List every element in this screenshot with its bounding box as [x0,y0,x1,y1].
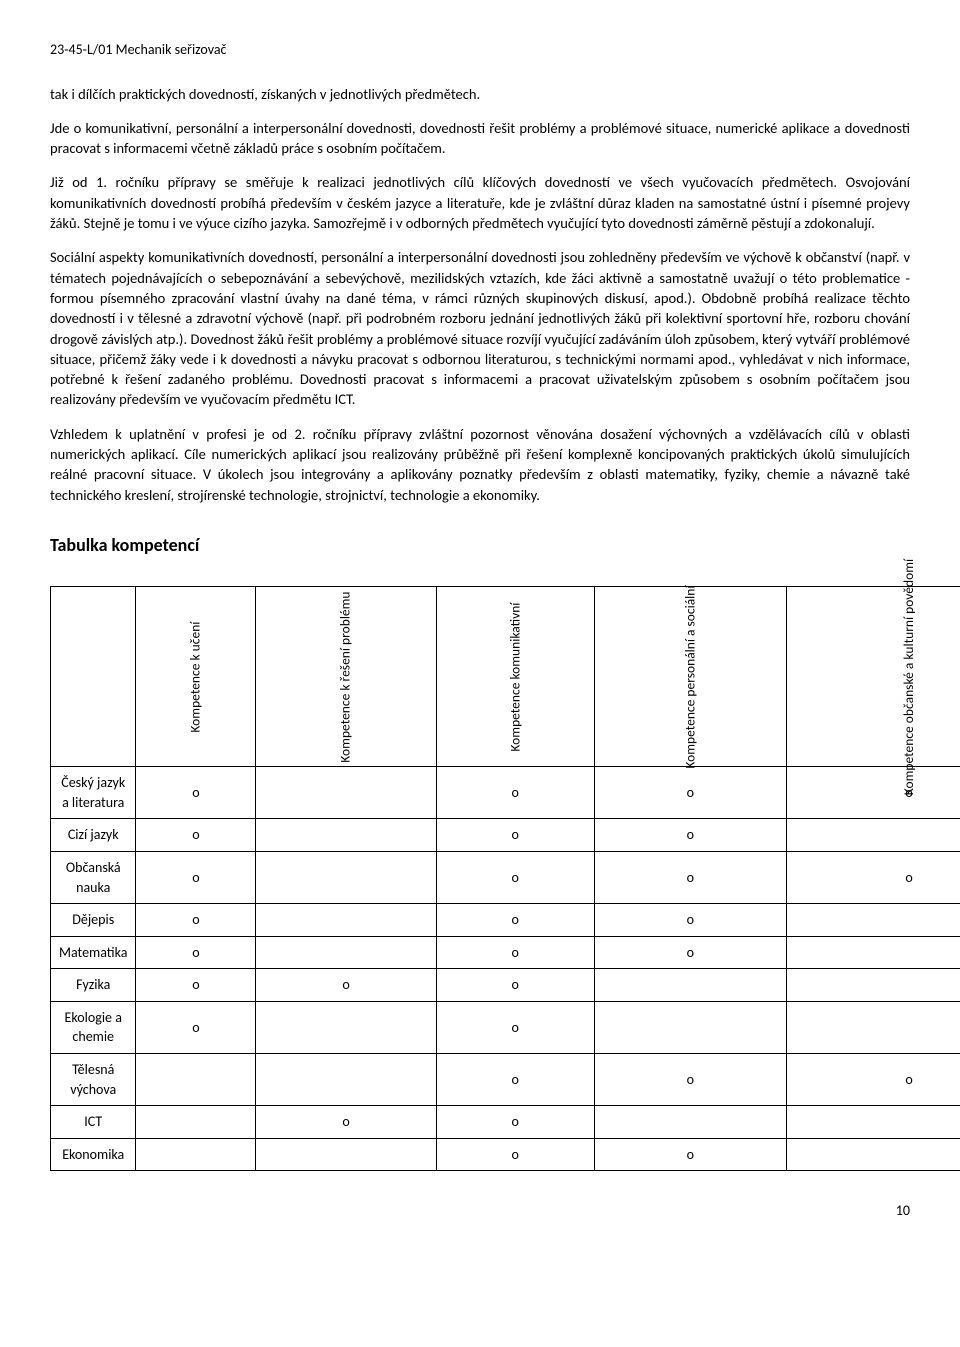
table-cell: o [136,851,256,903]
col-header-1: Kompetence k řešení problému [256,587,436,767]
paragraph-2: Jde o komunikativní, personální a interp… [50,118,910,159]
table-cell: o [594,819,786,852]
table-cell [256,936,436,969]
paragraph-4: Sociální aspekty komunikativních dovedno… [50,247,910,409]
row-label: Ekonomika [51,1138,136,1171]
table-cell: o [786,767,960,819]
table-row: Cizí jazykooo [51,819,960,852]
table-row: Ekonomikaooooo [51,1138,960,1171]
table-cell: o [594,904,786,937]
table-row: ICToooo [51,1106,960,1139]
table-row: Ekologie a chemieooo [51,1001,960,1053]
table-cell: o [594,1054,786,1106]
table-cell [786,819,960,852]
table-cell [786,1138,960,1171]
table-cell: o [436,1106,594,1139]
row-label: Dějepis [51,904,136,937]
table-cell: o [436,1054,594,1106]
col-header-2: Kompetence komunikativní [436,587,594,767]
table-cell: o [136,1001,256,1053]
table-cell: o [594,936,786,969]
table-row: Dějepisooo [51,904,960,937]
row-label: Fyzika [51,969,136,1002]
row-label: Ekologie a chemie [51,1001,136,1053]
table-body: Český jazyk a literaturaoooooCizí jazyko… [51,767,960,1171]
table-cell: o [436,851,594,903]
table-row: Tělesná výchovaooo [51,1054,960,1106]
table-cell [256,1001,436,1053]
table-cell: o [436,767,594,819]
col-header-4: Kompetence občanské a kulturní povědomí [786,587,960,767]
table-row: Občanská naukaoooo [51,851,960,903]
table-row: Matematikaoooo [51,936,960,969]
table-cell [256,1138,436,1171]
paragraph-3: Již od 1. ročníku přípravy se směřuje k … [50,172,910,233]
table-cell: o [256,1106,436,1139]
row-label: ICT [51,1106,136,1139]
table-cell [136,1138,256,1171]
row-label: Tělesná výchova [51,1054,136,1106]
table-cell [594,1001,786,1053]
table-cell: o [436,819,594,852]
table-row: Fyzikaooooo [51,969,960,1002]
table-cell: o [436,1001,594,1053]
table-header-row: Kompetence k učení Kompetence k řešení p… [51,587,960,767]
table-cell [786,969,960,1002]
table-header-empty [51,587,136,767]
table-cell: o [594,767,786,819]
table-cell [256,819,436,852]
paragraph-1: tak i dílčích praktických dovedností, zí… [50,84,910,104]
competence-table: Kompetence k učení Kompetence k řešení p… [50,586,960,1171]
paragraph-5: Vzhledem k uplatnění v profesi je od 2. … [50,424,910,505]
table-cell [256,1054,436,1106]
table-cell: o [136,767,256,819]
table-cell [594,969,786,1002]
table-cell [256,904,436,937]
row-label: Občanská nauka [51,851,136,903]
section-title: Tabulka kompetencí [50,533,910,558]
table-cell: o [436,1138,594,1171]
table-cell: o [786,1054,960,1106]
table-cell: o [136,969,256,1002]
table-cell: o [136,936,256,969]
header-code: 23-45-L/01 Mechanik seřizovač [50,40,910,60]
table-cell: o [256,969,436,1002]
col-header-3: Kompetence personální a sociální [594,587,786,767]
table-cell [594,1106,786,1139]
table-cell: o [436,969,594,1002]
table-cell [786,1106,960,1139]
table-cell: o [594,1138,786,1171]
table-cell [256,767,436,819]
table-cell: o [436,904,594,937]
table-cell [786,936,960,969]
col-header-0: Kompetence k učení [136,587,256,767]
table-cell [136,1054,256,1106]
table-cell: o [786,851,960,903]
row-label: Český jazyk a literatura [51,767,136,819]
table-cell: o [136,904,256,937]
table-cell: o [594,851,786,903]
row-label: Cizí jazyk [51,819,136,852]
row-label: Matematika [51,936,136,969]
table-cell [786,1001,960,1053]
table-cell [136,1106,256,1139]
table-row: Český jazyk a literaturaooooo [51,767,960,819]
table-cell: o [136,819,256,852]
page-number: 10 [50,1201,910,1221]
table-cell [786,904,960,937]
table-cell: o [436,936,594,969]
table-cell [256,851,436,903]
